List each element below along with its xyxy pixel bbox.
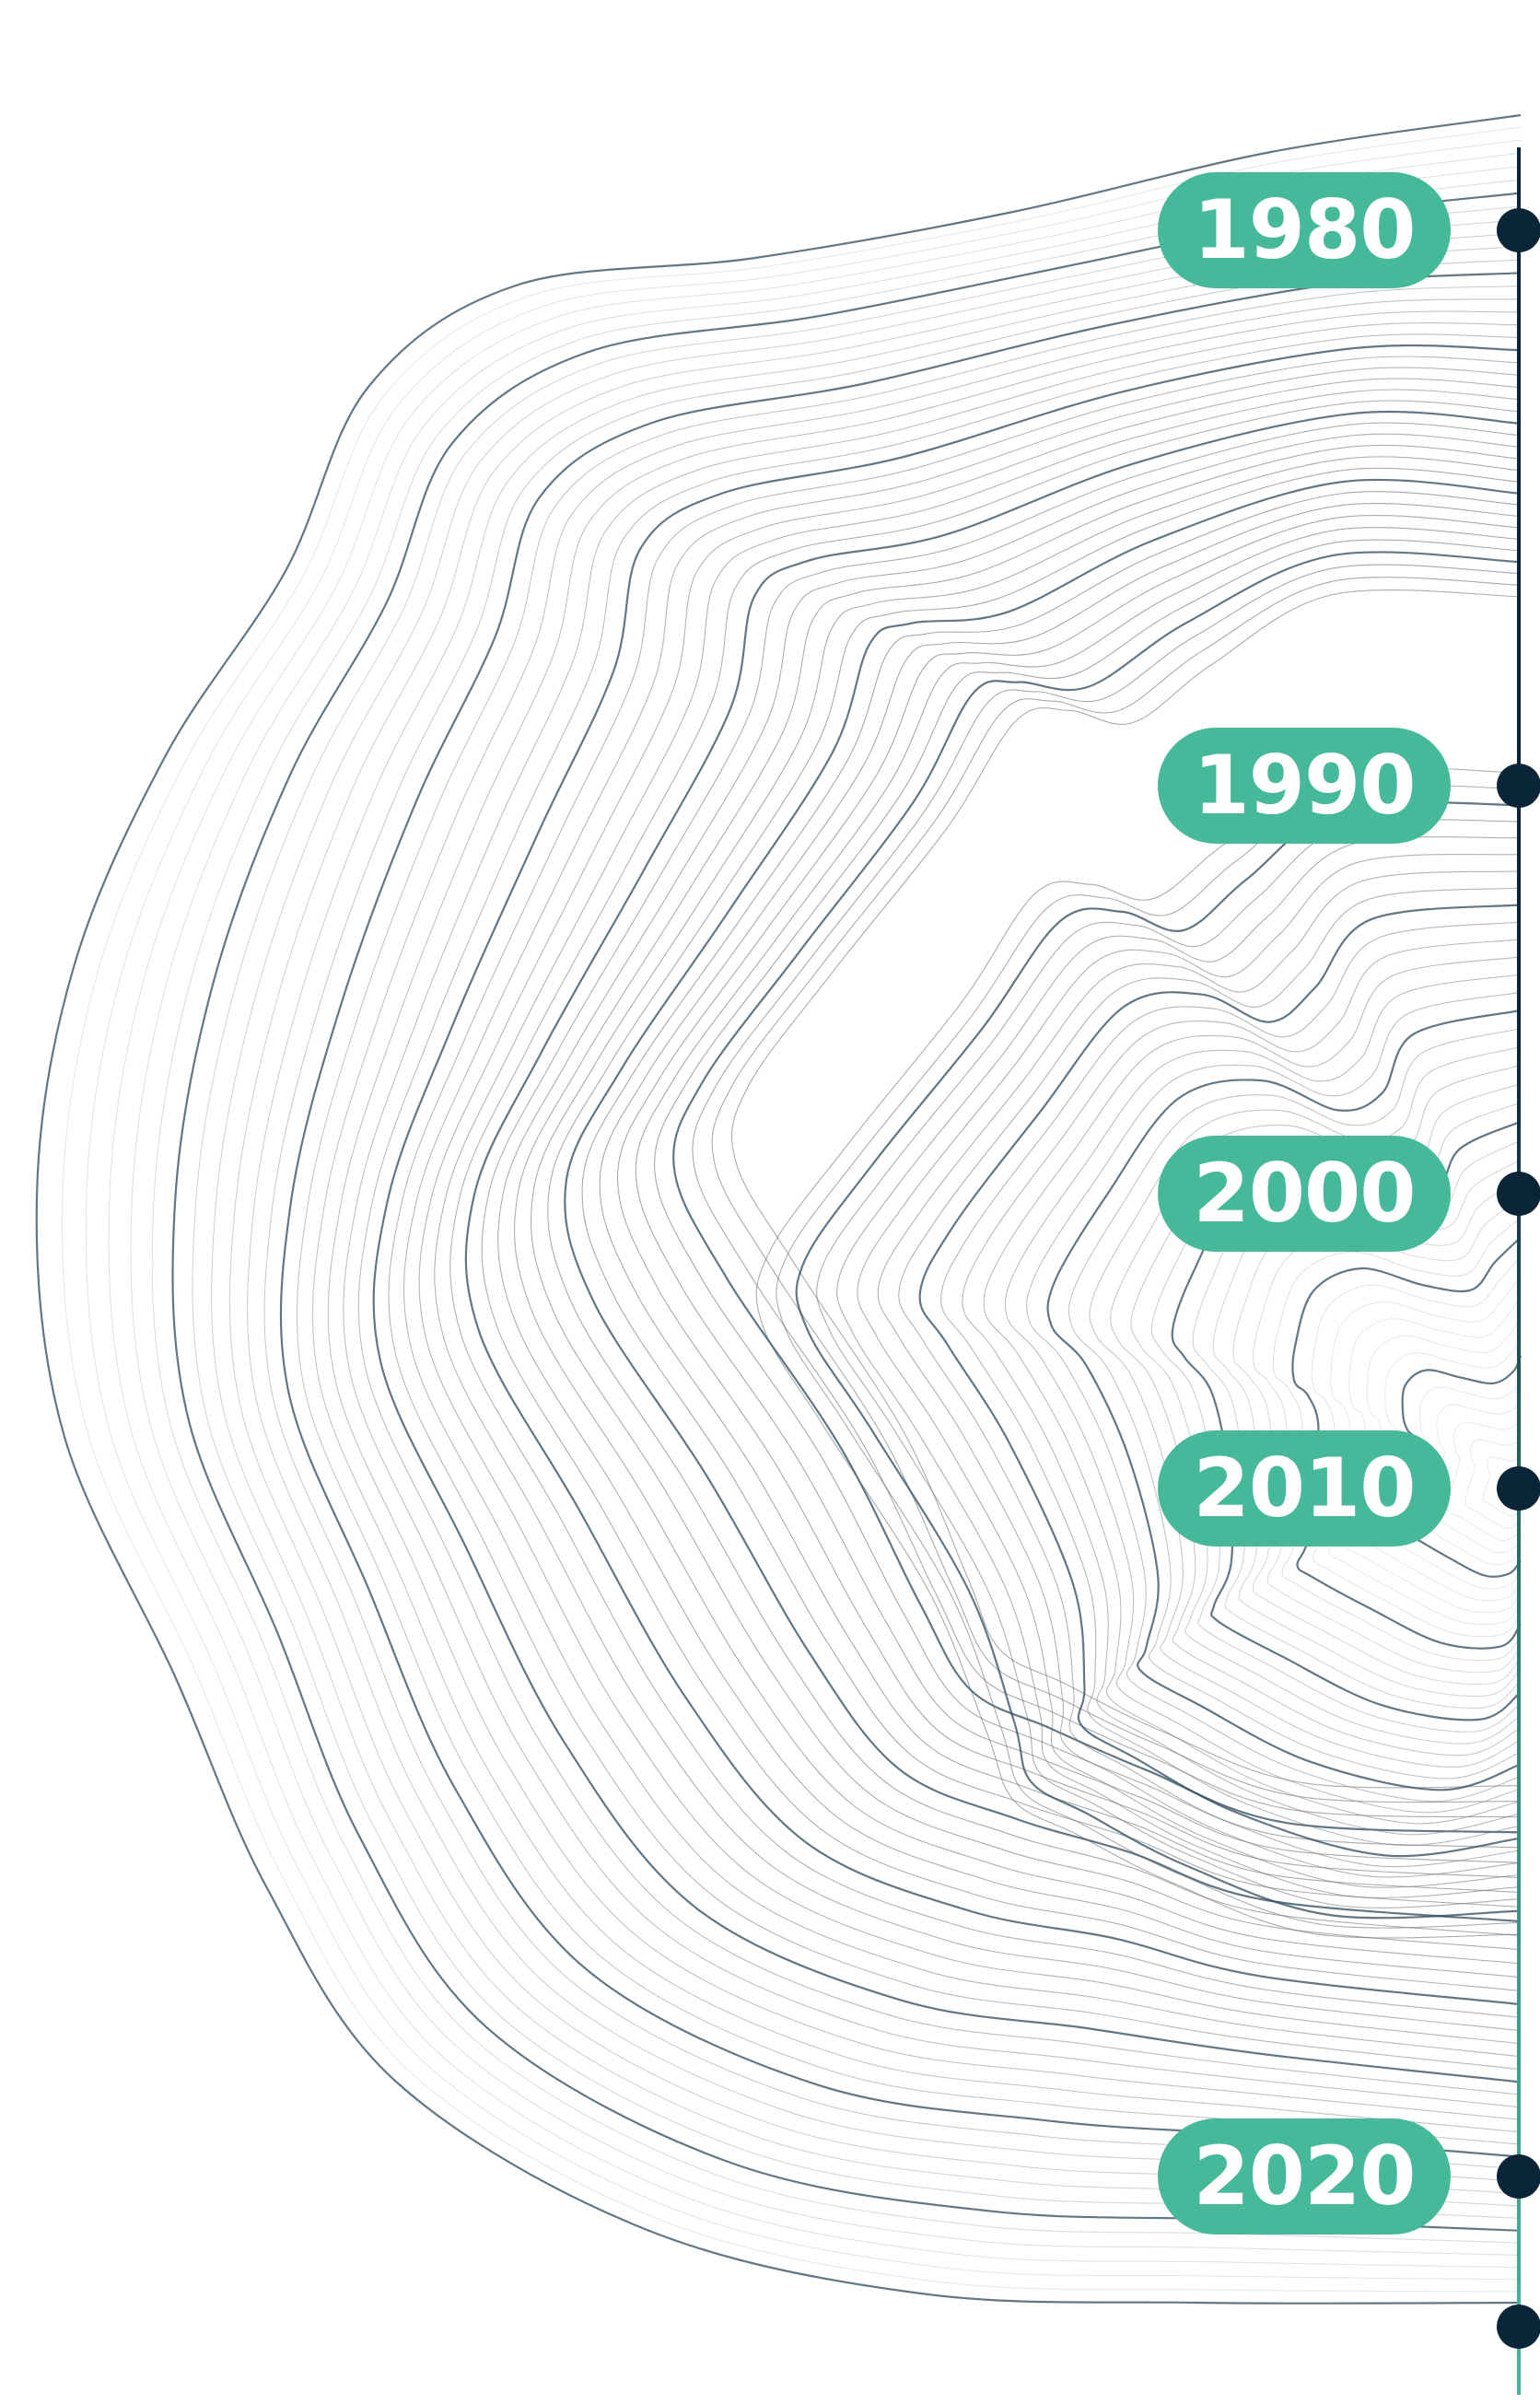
contour-line	[108, 152, 1522, 2269]
contour-line	[776, 784, 1522, 1929]
contour-line	[130, 165, 1522, 2256]
contour-line	[898, 887, 1522, 1868]
year-label: 2010	[1194, 1441, 1416, 1535]
timeline-milestones: 1980 1990 2000 2010 2020	[1158, 172, 1540, 2349]
contour-line	[1004, 974, 1522, 1814]
timeline-line	[1517, 147, 1521, 2395]
contour-line	[1446, 1414, 1522, 1542]
timeline-node	[1497, 2305, 1540, 2349]
contour-line	[357, 333, 1522, 2095]
year-pill	[1158, 728, 1451, 844]
contour-line	[1327, 1276, 1522, 1626]
timeline-node	[1497, 1172, 1540, 1216]
contour-line	[1311, 1256, 1522, 1638]
contour-line	[343, 322, 1522, 2108]
year-label: 2000	[1194, 1146, 1416, 1241]
timeline-node	[1497, 208, 1540, 252]
contour-line	[263, 259, 1522, 2170]
contour-line	[857, 853, 1522, 1888]
year-pill	[1158, 1430, 1451, 1546]
contour-line	[192, 205, 1522, 2219]
contour-line	[85, 139, 1522, 2281]
contour-line	[35, 113, 1522, 2305]
contour-line	[672, 551, 1522, 1834]
contour-line	[434, 389, 1522, 2032]
year-pill	[1158, 172, 1451, 288]
contour-line	[616, 515, 1522, 1879]
contour-line	[755, 766, 1522, 1939]
year-label: 1990	[1194, 738, 1416, 833]
contour-line	[730, 589, 1522, 1789]
contour-line	[962, 939, 1522, 1836]
contour-line	[1046, 1009, 1522, 1791]
timeline-node	[1497, 2154, 1540, 2199]
contour-line	[547, 467, 1522, 1937]
contour-line	[1482, 1453, 1522, 1517]
contour-line	[228, 232, 1522, 2195]
contour-line	[1253, 1197, 1522, 1674]
contour-line	[795, 800, 1522, 1920]
contour-line	[1291, 1236, 1522, 1650]
contour-line	[692, 564, 1522, 1818]
contour-line	[311, 298, 1522, 2133]
contour-line	[711, 577, 1522, 1803]
contour-line	[1272, 1217, 1522, 1662]
contour-line	[372, 344, 1522, 2083]
contour-line	[449, 400, 1522, 2019]
contour-line	[564, 478, 1522, 1923]
contour-line	[61, 126, 1522, 2293]
contour-line	[940, 921, 1522, 1847]
contour-line	[1464, 1433, 1522, 1530]
contour-line	[151, 179, 1522, 2244]
contour-line	[836, 836, 1522, 1898]
contour-line	[464, 410, 1522, 2006]
year-label: 2020	[1194, 2129, 1416, 2223]
year-label: 1980	[1194, 182, 1416, 277]
contour-line	[599, 503, 1522, 1894]
year-pill	[1158, 2118, 1451, 2235]
contour-line	[402, 367, 1522, 2058]
contour-line	[327, 310, 1522, 2120]
contour-line	[171, 192, 1522, 2232]
year-pill	[1158, 1136, 1451, 1252]
contour-line	[1344, 1296, 1522, 1614]
timeline-node	[1497, 1466, 1540, 1511]
contour-line	[581, 491, 1522, 1908]
contour-line	[497, 433, 1522, 1978]
contour-line	[654, 539, 1522, 1849]
contour-line	[1026, 991, 1522, 1803]
contour-line	[983, 956, 1522, 1825]
contour-line	[513, 444, 1522, 1965]
contour-line	[481, 422, 1522, 1992]
contour-line	[279, 272, 1522, 2158]
contour-line	[530, 456, 1522, 1951]
contour-line	[918, 904, 1522, 1858]
contour-line	[388, 356, 1522, 2071]
contour-line	[877, 870, 1522, 1878]
timeline-node	[1497, 764, 1540, 808]
contour-line	[247, 245, 1522, 2182]
contour-line	[1429, 1395, 1522, 1554]
contour-line	[635, 527, 1522, 1863]
contour-line	[296, 285, 1522, 2145]
contour-line	[211, 218, 1522, 2207]
contour-line	[816, 819, 1522, 1908]
contour-line	[418, 378, 1522, 2045]
contour-line	[1068, 1028, 1522, 1780]
